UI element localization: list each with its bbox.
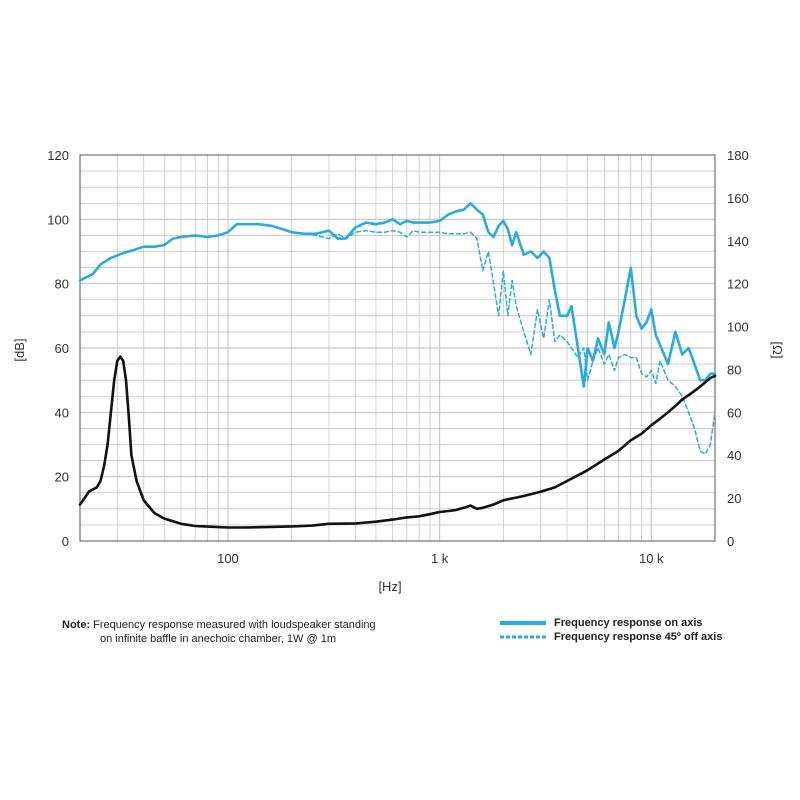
y-tick-label-right: 20 [727,491,741,506]
x-tick-label: 10 k [639,551,664,566]
y-tick-label-left: 20 [55,470,69,485]
y-tick-label-left: 0 [62,534,69,549]
y-axis-label-left: [dB] [12,338,27,361]
chart-grid [80,155,715,541]
y-tick-label-right: 140 [727,234,749,249]
y-tick-label-left: 100 [47,212,69,227]
legend-swatch-dashed [500,635,546,639]
y-tick-label-right: 180 [727,148,749,163]
y-tick-label-left: 40 [55,405,69,420]
legend-swatch-solid [500,621,546,625]
series-on-axis-line [78,202,717,388]
y-tick-label-left: 120 [47,148,69,163]
note-label: Note: [62,619,91,631]
y-tick-label-right: 160 [727,191,749,206]
series-off-axis-line [290,229,716,455]
y-tick-label-right: 120 [727,277,749,292]
x-tick-label: 1 k [431,551,449,566]
note-line-2: on infinite baffle in anechoic chamber, … [100,633,336,645]
measurement-note: Note: Frequency response measured with l… [62,618,402,646]
x-tick-label: 100 [217,551,239,566]
y-tick-label-right: 60 [727,405,741,420]
chart-legend: Frequency response on axis Frequency res… [500,616,722,644]
chart-series [78,202,717,529]
chart-ticks: 0 20 40 60 80 100 120 0 20 40 60 80 100 120 140 160 180 1… [47,148,748,566]
note-line-1: Frequency response measured with loudspe… [93,619,376,631]
legend-label-on-axis: Frequency response on axis [554,617,703,629]
y-tick-label-right: 80 [727,362,741,377]
y-tick-label-right: 0 [727,534,734,549]
legend-label-off-axis: Frequency response 45º off axis [554,631,723,643]
legend-item-off-axis: Frequency response 45º off axis [500,630,722,644]
plot-area-frame [79,154,716,542]
legend-item-on-axis: Frequency response on axis [500,616,722,630]
y-tick-label-right: 40 [727,448,741,463]
y-tick-label-right: 100 [727,320,749,335]
y-tick-label-left: 60 [55,341,69,356]
y-axis-label-right: [Ω] [770,342,785,359]
series-impedance-line [78,355,717,529]
x-axis-label: [Hz] [378,579,401,594]
y-tick-label-left: 80 [55,277,69,292]
